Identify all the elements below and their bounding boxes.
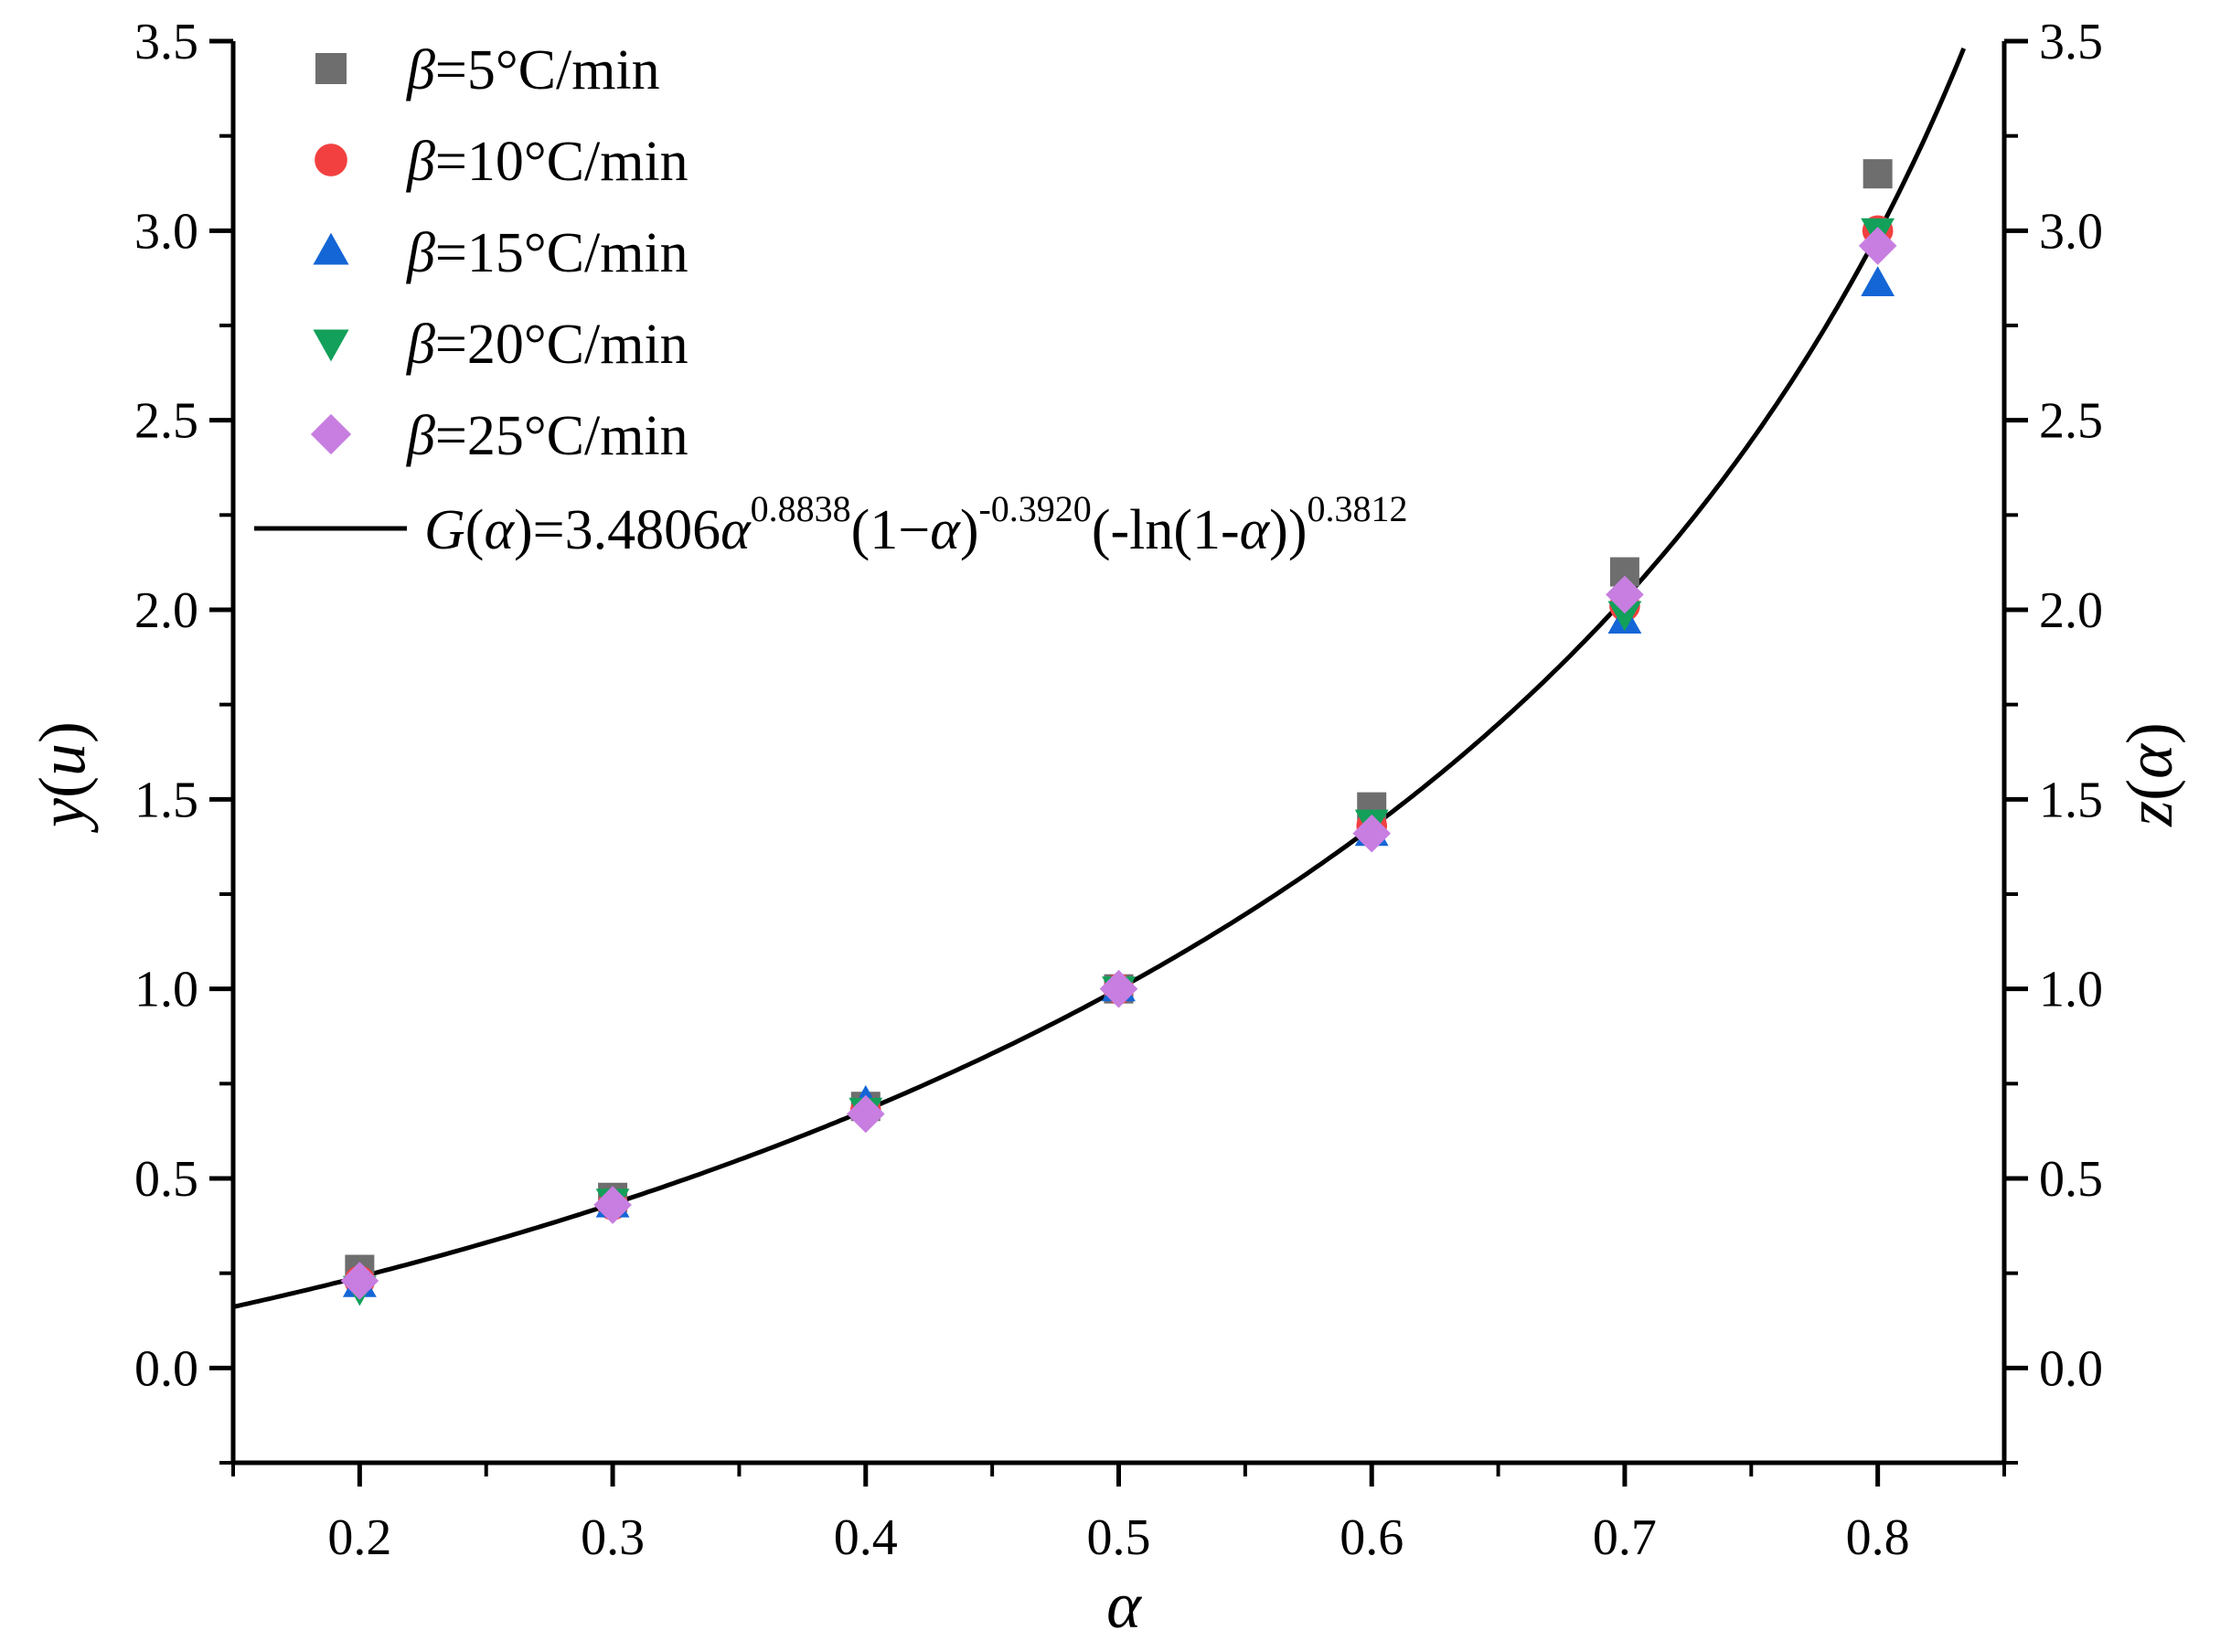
- fit-label-exp2: -0.3920: [978, 488, 1091, 529]
- legend-label-4: β=20°C/min: [406, 314, 689, 376]
- legend-marker-3: [313, 232, 349, 265]
- legend-label-3: β=15°C/min: [406, 222, 689, 284]
- y-axis-title-right-close: ): [2113, 722, 2186, 744]
- legend-marker-5: [310, 413, 352, 455]
- y-axis-title-left-open: (: [26, 776, 99, 798]
- y-left-tick-label: 2.0: [134, 582, 198, 639]
- legend-marker-4: [313, 329, 349, 362]
- x-tick-label: 0.2: [327, 1509, 391, 1566]
- y-right-tick-label: 1.0: [2039, 962, 2103, 1018]
- legend-fit-label: G(α)=3.4806α0.8838(1−α)-0.3920(-ln(1-α))…: [424, 488, 1407, 561]
- data-points: [340, 159, 1897, 1306]
- x-tick-label: 0.7: [1593, 1509, 1657, 1566]
- data-point-series-5: [1352, 814, 1392, 853]
- fit-label-g: G: [424, 499, 465, 561]
- y-left-tick-label: 1.0: [134, 962, 198, 1018]
- y-left-tick-label: 0.5: [134, 1151, 198, 1208]
- fit-label-alpha2: α: [721, 499, 752, 561]
- legend-beta-symbol: β: [406, 39, 435, 101]
- y-right-tick-label: 2.5: [2039, 393, 2103, 450]
- x-axis-title: α: [1106, 1569, 1142, 1642]
- legend-beta-symbol: β: [406, 314, 435, 376]
- y-axis-title-left: y(u): [26, 721, 99, 834]
- x-tick-label: 0.4: [834, 1509, 898, 1566]
- fit-label-open: (: [465, 499, 485, 561]
- fit-label-close1: ): [960, 499, 979, 561]
- legend-rate-text: =20°C/min: [435, 314, 689, 376]
- fit-label-exp1: 0.8838: [751, 488, 851, 529]
- fit-label-alpha4: α: [1240, 499, 1271, 561]
- x-tick-label: 0.6: [1340, 1509, 1404, 1566]
- data-point-series-5: [340, 1262, 379, 1300]
- data-point-series-5: [1606, 575, 1644, 614]
- legend-label-2: β=10°C/min: [406, 131, 689, 193]
- legend-rate-text: =15°C/min: [435, 222, 689, 284]
- y-axis-title-left-close: ): [26, 721, 99, 743]
- data-point-series-4: [1607, 601, 1642, 632]
- y-left-tick-label: 1.5: [134, 772, 198, 828]
- fit-label-coef: )=3.4806: [514, 499, 721, 561]
- y-left-tick-label: 3.5: [134, 14, 198, 70]
- y-axis-title-right-open: (: [2113, 779, 2186, 801]
- y-axis-title-right-var: α: [2113, 743, 2186, 779]
- legend-beta-symbol: β: [406, 222, 435, 284]
- fit-label-close2: )): [1269, 499, 1307, 561]
- y-axis-title-right-main: z: [2113, 801, 2186, 827]
- data-point-series-1: [1863, 159, 1893, 189]
- data-point-series-5: [846, 1094, 885, 1134]
- fit-curve-group: [232, 47, 1967, 1309]
- x-tick-label: 0.8: [1846, 1509, 1910, 1566]
- y-right-tick-label: 3.5: [2039, 14, 2103, 70]
- data-point-series-5: [1858, 227, 1897, 265]
- y-axis-title-left-var: u: [26, 743, 99, 776]
- legend-beta-symbol: β: [406, 131, 435, 193]
- y-right-tick-label: 0.0: [2039, 1340, 2103, 1397]
- y-right-tick-label: 1.5: [2039, 772, 2103, 828]
- y-right-tick-label: 3.0: [2039, 203, 2103, 260]
- legend-label-1: β=5°C/min: [406, 39, 660, 101]
- fit-label-mid2: (-ln(1-: [1092, 499, 1240, 561]
- fit-label-mid1: (1−: [851, 499, 931, 561]
- legend-rate-text: =25°C/min: [435, 405, 689, 467]
- legend-beta-symbol: β: [406, 405, 435, 467]
- y-axis-title-right: z(α): [2113, 722, 2186, 827]
- legend-rate-text: =10°C/min: [435, 131, 689, 193]
- y-left-tick-label: 0.0: [134, 1340, 198, 1397]
- fit-label-exp3: 0.3812: [1307, 488, 1407, 529]
- y-axis-title-left-main: y: [26, 798, 99, 834]
- legend-marker-1: [315, 53, 347, 84]
- fit-label-alpha3: α: [930, 499, 961, 561]
- x-tick-label: 0.3: [581, 1509, 645, 1566]
- x-tick-label: 0.5: [1087, 1509, 1151, 1566]
- y-left-tick-label: 3.0: [134, 203, 198, 260]
- data-point-series-5: [593, 1186, 632, 1224]
- fit-label-alpha1: α: [484, 499, 515, 561]
- legend-marker-2: [315, 144, 347, 176]
- legend-rate-text: =5°C/min: [435, 39, 660, 101]
- data-point-series-3: [1861, 266, 1895, 296]
- y-left-tick-label: 2.5: [134, 393, 198, 450]
- y-right-tick-label: 2.0: [2039, 582, 2103, 639]
- y-right-tick-label: 0.5: [2039, 1151, 2103, 1208]
- axis-ticks: 0.2 0.3 0.4 0.5 0.6 0.7 0.8 0.0 0.0 0.5 0.5 1.0 1.0 1…: [134, 14, 2103, 1566]
- legend-label-5: β=25°C/min: [406, 405, 689, 467]
- fit-curve: [232, 47, 1967, 1309]
- legend: β=5°C/minβ=10°C/minβ=15°C/minβ=20°C/minβ…: [310, 39, 689, 467]
- data-point-series-5: [1099, 969, 1138, 1008]
